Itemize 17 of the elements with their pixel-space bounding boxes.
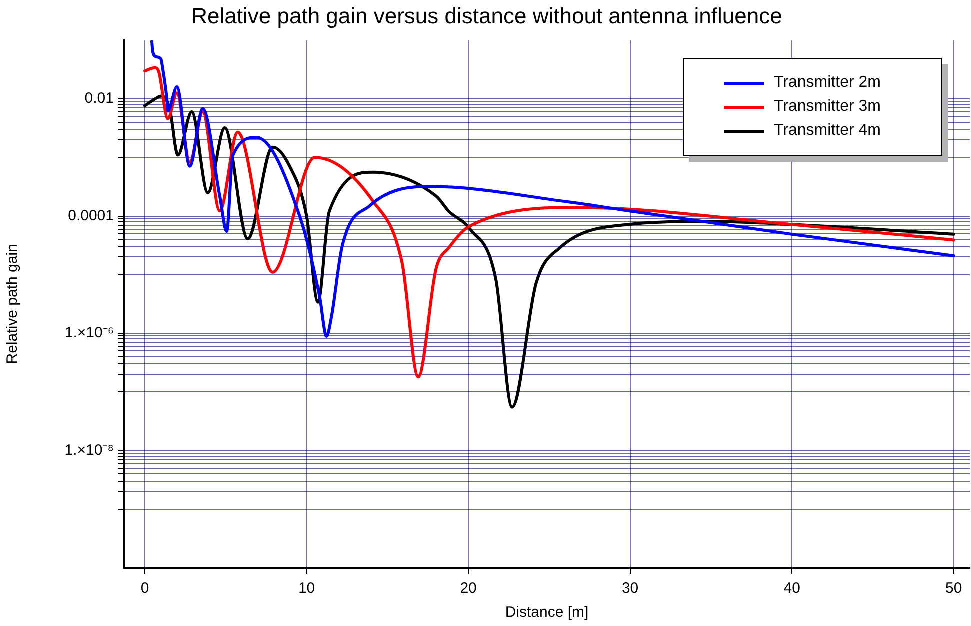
x-axis-title: Distance [m]: [505, 604, 589, 622]
x-tick-label: 30: [622, 580, 639, 598]
y-tick-label: 0.01: [84, 90, 114, 108]
legend-label: Transmitter 4m: [774, 122, 881, 140]
x-tick-label: 50: [945, 580, 962, 598]
x-tick-label: 40: [784, 580, 800, 598]
legend-label: Transmitter 3m: [774, 98, 881, 116]
chart-title: Relative path gain versus distance without antenna influence: [192, 3, 782, 28]
y-axis-title: Relative path gain: [4, 244, 22, 364]
line-series: [150, 40, 956, 338]
x-tick-label: 10: [298, 580, 316, 598]
y-tick-label: 1.×10⁻⁶: [64, 324, 114, 342]
x-tick-label: 0: [140, 580, 150, 598]
y-tick-label: 0.0001: [68, 207, 114, 224]
legend-label: Transmitter 2m: [774, 74, 881, 92]
x-tick-label: 20: [460, 580, 477, 598]
y-tick-label: 1.×10⁻⁸: [64, 442, 114, 459]
